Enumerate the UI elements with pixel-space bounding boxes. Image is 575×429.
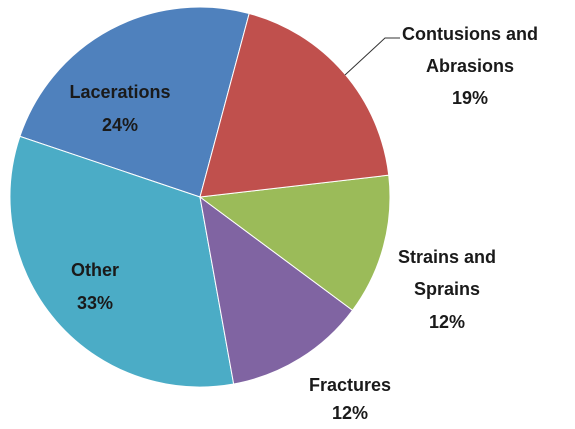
value-label: 33%: [76, 293, 114, 313]
pie-slice: [199, 195, 354, 385]
value-label: 19%: [451, 88, 489, 108]
value-label: 12%: [428, 312, 466, 332]
pie-slice: [9, 135, 235, 388]
category-label: Fractures: [308, 375, 392, 395]
value-label: 24%: [101, 115, 139, 135]
category-label: Strains and Sprains: [397, 247, 497, 299]
category-label: Contusions and Abrasions: [402, 24, 538, 76]
value-label: 12%: [331, 403, 369, 423]
pie-slice: [199, 12, 390, 198]
category-label: Other: [70, 260, 119, 280]
category-label: Lacerations: [69, 82, 171, 102]
leader-line: [344, 37, 400, 76]
pie-slice: [19, 6, 250, 198]
pie-slice: [198, 174, 391, 311]
